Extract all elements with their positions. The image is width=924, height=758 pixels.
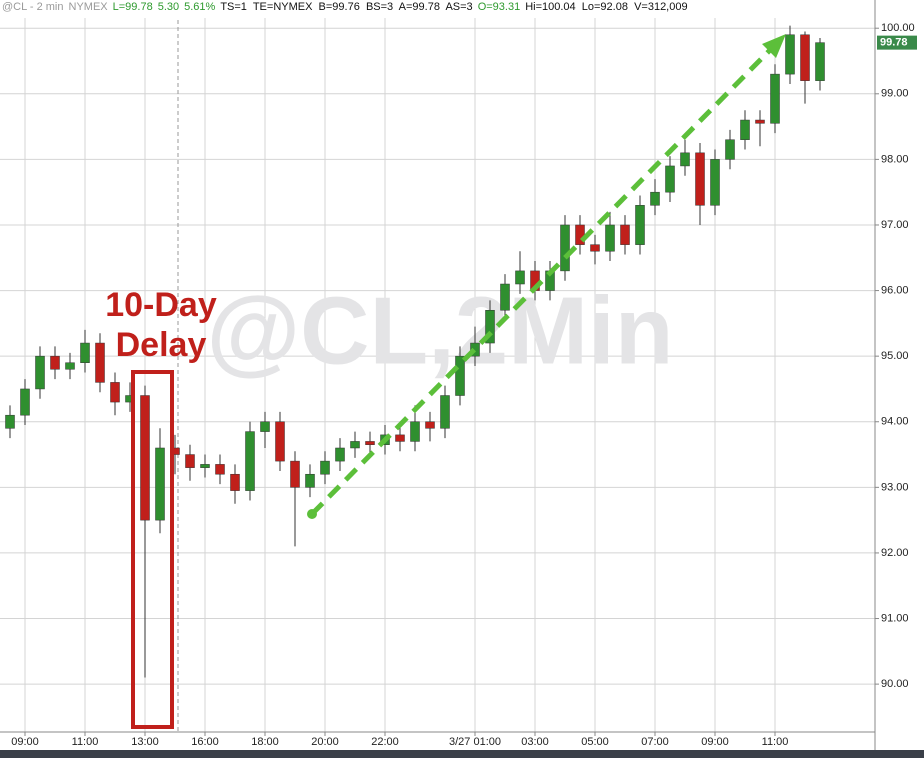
x-tick-label: 11:00 [762,736,789,748]
candle-body [155,447,165,521]
candle-body [695,152,705,206]
candle-body [230,473,240,491]
x-tick-label: 20:00 [311,736,339,748]
candle-body [500,283,510,311]
candle-body [350,441,360,449]
candle-body [725,139,735,160]
candle-body [515,270,525,285]
candle-body [485,309,495,344]
candle-body [410,421,420,442]
last-price-label: 99.78 [880,37,908,49]
candle-body [275,421,285,462]
candle-body [5,414,15,429]
trend-arrow-head [762,34,786,58]
candle-body [80,342,90,363]
y-tick-label: 94.00 [881,416,909,428]
candle-body [710,159,720,206]
open: O=93.31 [477,1,521,13]
candle-body [455,355,465,396]
watermark: @CL,2Min [207,277,674,384]
candle-body [290,460,300,488]
candle-body [200,464,210,468]
candle-body [650,191,660,206]
trend-arrow-start [307,509,317,519]
x-tick-label: 18:00 [251,736,279,748]
last: L=99.78 [112,1,153,13]
candle-body [440,395,450,429]
y-tick-label: 95.00 [881,350,909,362]
candle-body [800,34,810,81]
candle-body [815,42,825,81]
x-tick-label: 16:00 [191,736,219,748]
candle-body [215,464,225,475]
x-tick-label: 05:00 [581,736,609,748]
quote: TS=1 TE=NYMEX B=99.76 BS=3 A=99.78 AS=3 [220,1,473,13]
annotation: 10-Day [105,286,217,324]
y-tick-label: 96.00 [881,284,909,296]
candle-body [785,34,795,75]
candle-body [635,205,645,245]
y-tick-label: 100.00 [881,22,915,34]
candles [5,25,825,678]
x-tick-label: 09:00 [701,736,729,748]
symbol: @CL - 2 min [2,1,64,13]
y-tick-label: 98.00 [881,153,909,165]
range: Hi=100.04 Lo=92.08 V=312,009 [525,1,688,13]
candle-body [680,152,690,167]
candle-body [20,388,30,416]
pct-change: 5.61% [184,1,216,13]
candle-body [245,431,255,491]
candle-body [365,441,375,445]
y-tick-label: 90.00 [881,678,909,690]
candle-body [65,362,75,370]
candle-body [335,447,345,462]
candle-body [95,342,105,383]
last-price-tag [877,35,917,50]
candle-body [320,460,330,475]
candle-body [110,382,120,403]
candle-body [560,224,570,272]
candle-body [665,165,675,193]
candle-body [470,342,480,357]
candle-body [140,395,150,521]
candle-body [50,355,60,370]
candle-body [260,421,270,432]
candle-body [590,244,600,252]
candle-body [305,473,315,488]
y-tick-label: 92.00 [881,547,909,559]
change: 5.30 [157,1,180,13]
annotation: Delay [116,326,207,364]
candle-body [395,434,405,442]
x-tick-label: 22:00 [371,736,399,748]
y-tick-label: 91.00 [881,612,909,624]
candle-body [185,454,195,468]
axes: 90.00 91.00 92.00 93.00 94.00 95.00 96.00 97.00… [11,22,917,748]
x-tick-label: 11:00 [72,736,99,748]
y-tick-label: 93.00 [881,481,909,493]
candle-body [425,421,435,429]
x-tick-label: 03:00 [521,736,549,748]
y-tick-label: 97.00 [881,219,909,231]
candle-body [605,224,615,252]
candle-body [35,355,45,390]
trend-arrow [310,46,774,516]
candle-body [740,119,750,140]
candle-body [770,73,780,124]
x-tick-label: 09:00 [11,736,39,748]
x-tick-label: 13:00 [131,736,159,748]
candle-body [755,119,765,124]
x-tick-label: 07:00 [641,736,669,748]
delay-box [131,370,174,729]
quote-header: @CL - 2 min NYMEX L=99.78 5.30 5.61% TS=1 TE=… [2,1,693,13]
x-tick-label: 3/27 01:00 [449,736,501,748]
y-tick-label: 99.00 [881,88,909,100]
candle-body [620,224,630,245]
exchange: NYMEX [68,1,108,13]
scrollbar [0,750,924,758]
